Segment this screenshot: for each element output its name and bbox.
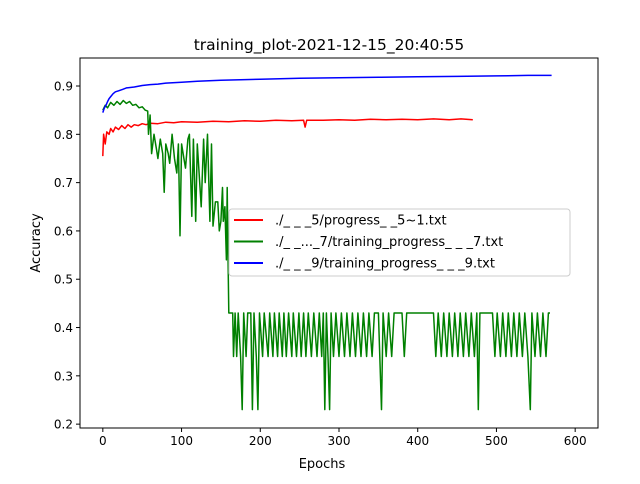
legend-box [228, 208, 571, 277]
legend-label-2: ./_ _..._7/training_progress_ _ _7.txt [275, 235, 503, 250]
x-tick-label: 100 [170, 434, 193, 448]
legend-label-3: ./_ _ _9/training_progress_ _ _9.txt [275, 257, 495, 272]
x-axis-label: Epochs [299, 457, 346, 472]
y-axis-label: Accuracy [29, 213, 44, 273]
y-tick-label: 0.4 [54, 321, 73, 335]
series-layer [102, 74, 552, 411]
x-tick-label: 0 [99, 434, 107, 448]
chart-title: training_plot-2021-12-15_20:40:55 [194, 36, 465, 55]
x-tick-label: 600 [564, 434, 587, 448]
legend: ./_ _ _5/progress_ _5~1.txt ./_ _..._7/tr… [228, 208, 571, 277]
y-tick-label: 0.3 [54, 369, 73, 383]
series-line-1 [102, 118, 473, 157]
y-tick-label: 0.5 [54, 273, 73, 287]
y-tick-label: 0.7 [54, 176, 73, 190]
series-line-2 [102, 99, 550, 411]
y-tick-label: 0.2 [54, 418, 73, 432]
y-tick-label: 0.9 [54, 80, 73, 94]
y-tick-label: 0.6 [54, 224, 73, 238]
ticks-layer: 0 100 200 300 400 500 600 0.2 0.3 0.4 0.5 0.6 0.7 0.8… [54, 80, 587, 448]
x-tick-label: 200 [249, 434, 272, 448]
x-tick-label: 300 [328, 434, 351, 448]
y-tick-label: 0.8 [54, 128, 73, 142]
x-tick-label: 500 [485, 434, 508, 448]
x-tick-label: 400 [406, 434, 429, 448]
series-line-3 [102, 74, 552, 113]
legend-label-1: ./_ _ _5/progress_ _5~1.txt [275, 214, 447, 229]
